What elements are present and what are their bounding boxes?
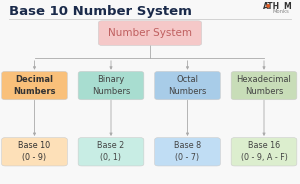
FancyBboxPatch shape [155, 138, 220, 166]
FancyBboxPatch shape [78, 71, 144, 100]
Text: Base 10 Number System: Base 10 Number System [9, 5, 192, 18]
Text: Monks: Monks [272, 9, 289, 14]
Text: Hexadecimal
Numbers: Hexadecimal Numbers [237, 75, 291, 96]
Text: Base 16
(0 - 9, A - F): Base 16 (0 - 9, A - F) [241, 141, 287, 162]
Text: Decimal
Numbers: Decimal Numbers [13, 75, 56, 96]
Text: M: M [283, 2, 291, 11]
Text: Number System: Number System [108, 28, 192, 38]
Text: Octal
Numbers: Octal Numbers [168, 75, 207, 96]
FancyBboxPatch shape [98, 21, 202, 45]
Text: Base 2
(0, 1): Base 2 (0, 1) [98, 141, 124, 162]
Text: ATH: ATH [262, 2, 280, 11]
FancyBboxPatch shape [155, 71, 220, 100]
FancyBboxPatch shape [2, 71, 68, 100]
Text: Base 8
(0 - 7): Base 8 (0 - 7) [174, 141, 201, 162]
FancyBboxPatch shape [231, 138, 297, 166]
Text: Base 10
(0 - 9): Base 10 (0 - 9) [18, 141, 51, 162]
FancyBboxPatch shape [2, 138, 68, 166]
Text: ●: ● [266, 2, 270, 7]
FancyBboxPatch shape [231, 71, 297, 100]
Text: Binary
Numbers: Binary Numbers [92, 75, 130, 96]
FancyBboxPatch shape [78, 138, 144, 166]
